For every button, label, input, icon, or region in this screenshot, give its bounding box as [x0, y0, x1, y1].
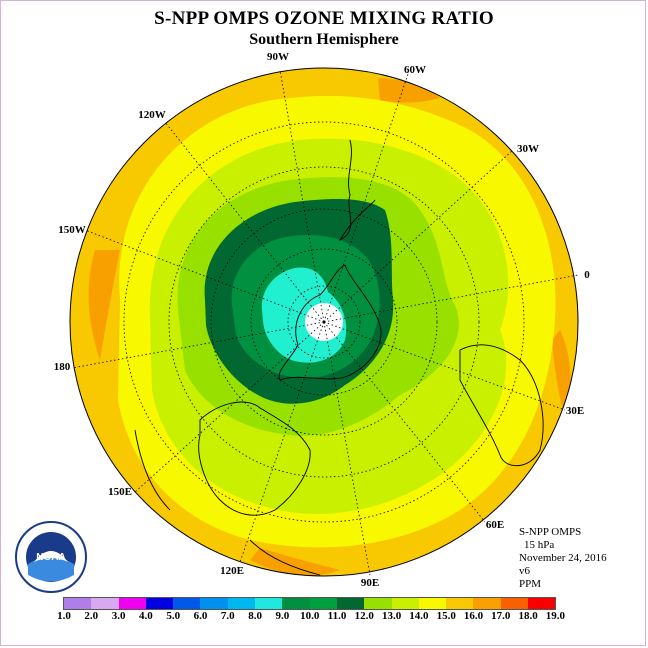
antarctica-coast	[278, 264, 382, 381]
colorbar-tick-label: 1.0	[57, 610, 71, 622]
colorbar-swatch	[391, 598, 419, 609]
lat-circle-40s	[123, 121, 525, 523]
colorbar-swatch	[500, 598, 529, 609]
colorbar	[63, 597, 557, 610]
info-version: v6	[519, 565, 530, 577]
lon-label-90w: 90W	[267, 51, 289, 63]
band-tropical-max-west	[88, 250, 120, 360]
meridian-90e	[323, 321, 371, 576]
colorbar-tick-label: 12.0	[354, 610, 374, 622]
meridian-0	[323, 274, 579, 323]
colorbar-swatch	[64, 598, 92, 609]
lon-label-30e: 30E	[566, 405, 584, 417]
australia-coast	[198, 401, 311, 516]
colorbar-swatch	[473, 598, 501, 609]
lat-circle-60s	[210, 208, 438, 436]
colorbar-swatch	[528, 598, 556, 609]
colorbar-tick-label: 8.0	[248, 610, 262, 622]
colorbar-swatch	[282, 598, 310, 609]
ozone-field	[70, 68, 578, 576]
colorbar-swatch	[364, 598, 392, 609]
colorbar-tick-label: 5.0	[166, 610, 181, 622]
colorbar-swatch	[200, 598, 228, 609]
colorbar-tick-label: 14.0	[409, 610, 429, 622]
colorbar-tick-label: 6.0	[193, 610, 208, 622]
colorbar-swatch	[309, 598, 337, 609]
lon-label-150w: 150W	[58, 224, 86, 236]
meridian-150w	[84, 229, 325, 323]
colorbar-tick-label: 3.0	[111, 610, 126, 622]
meridian-180	[71, 321, 325, 369]
colorbar-ticks: 1.0 2.0 3.0 4.0 5.0 6.0 7.0 8.0 9.0 10.0 11.0 12.0 1…	[0, 610, 648, 626]
lon-label-0: 0	[584, 269, 590, 281]
colorbar-tick-label: 11.0	[327, 610, 347, 622]
lon-label-180: 180	[54, 361, 71, 373]
coastlines	[134, 139, 544, 576]
colorbar-tick-label: 17.0	[491, 610, 511, 622]
meridian-120w	[164, 121, 325, 323]
colorbar-tick-label: 15.0	[436, 610, 456, 622]
band-tropical-max-north	[378, 78, 440, 103]
asia-coast	[249, 539, 321, 576]
meridian-60e	[323, 321, 486, 523]
info-date: November 24, 2016	[519, 552, 607, 564]
map-boundary	[69, 67, 579, 577]
colorbar-swatch	[118, 598, 146, 609]
noaa-logo: NOAA	[15, 521, 87, 593]
band-tropical-max-south	[250, 548, 340, 576]
lon-label-30w: 30W	[517, 143, 539, 155]
info-instrument: S-NPP OMPS	[519, 526, 582, 538]
colorbar-swatch	[336, 598, 365, 609]
colorbar-tick-label: 9.0	[275, 610, 290, 622]
colorbar-swatch	[145, 598, 174, 609]
lon-label-60e: 60E	[486, 519, 504, 531]
lat-circle-80s	[287, 285, 361, 359]
lon-label-60w: 60W	[404, 64, 426, 76]
meridian-90w	[279, 69, 325, 323]
colorbar-tick-label: 16.0	[463, 610, 484, 622]
map-title: S-NPP OMPS OZONE MIXING RATIO	[154, 8, 494, 29]
south-pole-dot	[322, 320, 326, 324]
graticule	[71, 69, 579, 576]
colorbar-swatch	[418, 598, 447, 609]
colorbar-tick-label: 4.0	[139, 610, 153, 622]
lon-label-90e: 90E	[361, 577, 379, 589]
lat-circle-70s	[250, 248, 398, 396]
colorbar-tick-label: 2.0	[84, 610, 99, 622]
nz-coast	[134, 429, 171, 511]
colorbar-swatch	[227, 598, 256, 609]
colorbar-tick-label: 13.0	[381, 610, 402, 622]
lon-label-120w: 120W	[138, 109, 166, 121]
map-subtitle: Southern Hemisphere	[249, 31, 399, 48]
south-america-tip	[338, 139, 376, 242]
lon-label-120e: 120E	[220, 565, 244, 577]
product-info: S-NPP OMPS 15 hPa November 24, 2016 v6 P…	[519, 526, 607, 591]
colorbar-swatch	[173, 598, 201, 609]
lat-circle-50s	[168, 166, 480, 478]
info-units: PPM	[519, 578, 542, 590]
colorbar-tick-label: 19.0	[545, 610, 566, 622]
meridian-30w	[323, 149, 514, 323]
longitude-labels: 90W 60W 30W 0 30E 60E 90E 120E 150E 180 …	[54, 51, 591, 589]
info-level: 15 hPa	[524, 539, 555, 551]
africa-coast	[459, 344, 544, 467]
colorbar-swatch	[91, 598, 119, 609]
colorbar-swatch	[446, 598, 474, 609]
band-tropical-max-east	[552, 330, 571, 420]
colorbar-tick-label: 10.0	[300, 610, 320, 622]
noaa-logo-text: NOAA	[36, 552, 65, 563]
meridian-30e	[323, 321, 566, 411]
lon-label-150e: 150E	[108, 486, 132, 498]
colorbar-swatch	[255, 598, 283, 609]
colorbar-tick-label: 18.0	[518, 610, 538, 622]
colorbar-tick-label: 7.0	[220, 610, 235, 622]
